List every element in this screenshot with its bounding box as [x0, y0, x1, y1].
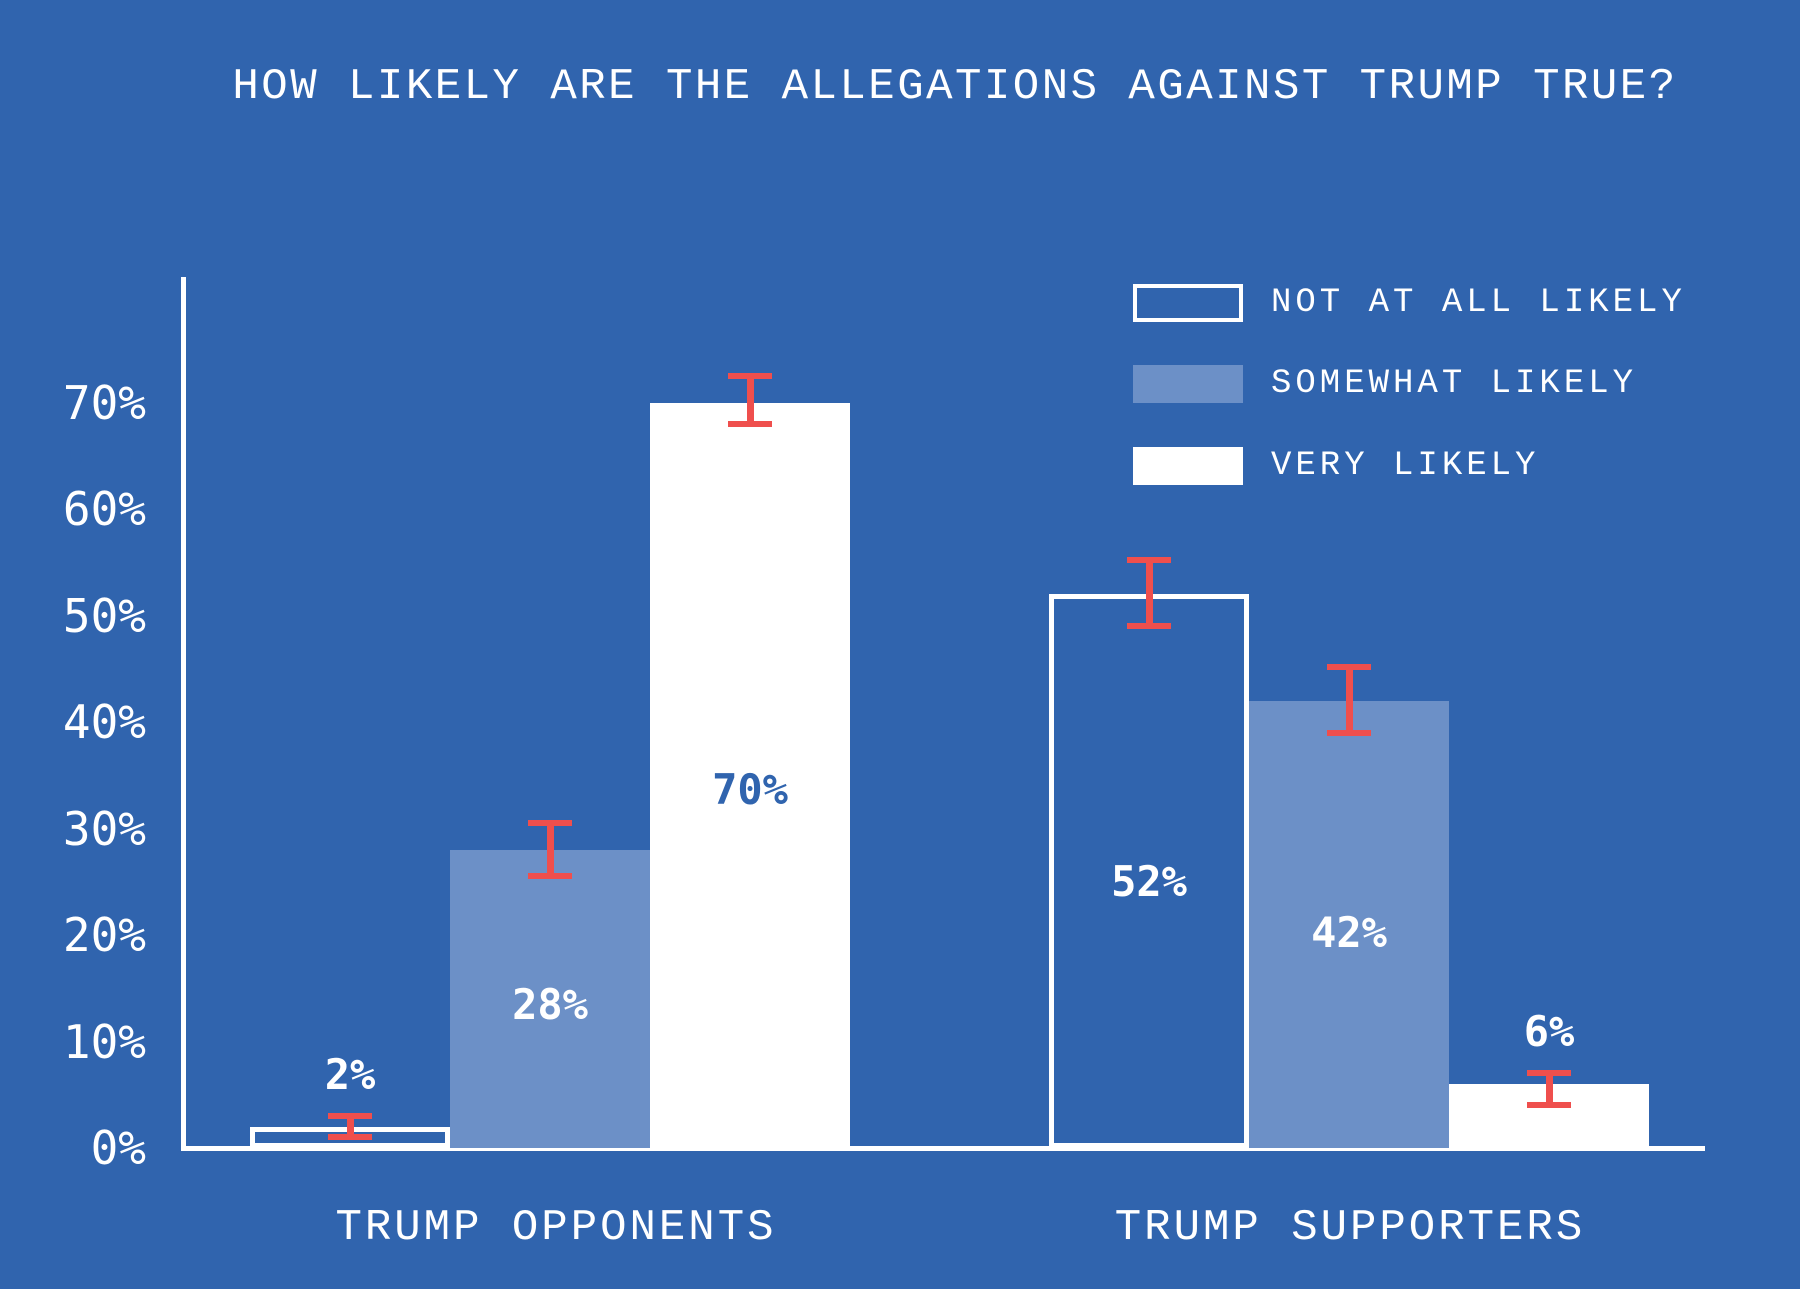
value-label-28%: 28% — [512, 979, 588, 1029]
y-tick-label-30%: 30% — [62, 801, 146, 856]
y-axis-line — [181, 277, 186, 1151]
value-label-42%: 42% — [1311, 908, 1387, 958]
value-label-6%: 6% — [1523, 1007, 1575, 1057]
error-bar-cap-bottom — [528, 873, 572, 880]
error-bar-line — [346, 1116, 354, 1138]
error-bar-cap-top — [1527, 1070, 1571, 1077]
x-axis-line — [181, 1146, 1705, 1151]
legend-label: SOMEWHAT LIKELY — [1271, 365, 1638, 403]
y-tick-label-20%: 20% — [62, 908, 146, 962]
error-bar-line — [1145, 560, 1153, 627]
y-tick-label-40%: 40% — [62, 695, 146, 749]
value-label-2%: 2% — [324, 1049, 376, 1099]
error-bar-cap-bottom — [1327, 729, 1371, 736]
error-bar-line — [1545, 1073, 1553, 1106]
value-label-52%: 52% — [1111, 857, 1187, 907]
legend-label: VERY LIKELY — [1271, 447, 1540, 485]
error-bar-cap-top — [728, 372, 772, 379]
error-bar-cap-bottom — [328, 1134, 372, 1141]
y-tick-label-60%: 60% — [62, 482, 146, 536]
error-bar-cap-bottom — [1527, 1102, 1571, 1109]
bar-somewhat-likely-1 — [450, 849, 650, 1148]
legend-label: NOT AT ALL LIKELY — [1271, 284, 1686, 322]
chart-title: HOW LIKELY ARE THE ALLEGATIONS AGAINST T… — [232, 62, 1678, 112]
error-bar-cap-bottom — [1127, 623, 1171, 630]
legend-swatch-white — [1133, 447, 1243, 485]
x-category-label-trump-supporters: TRUMP SUPPORTERS — [1114, 1203, 1586, 1253]
legend-row-not-at-all-likely: NOT AT ALL LIKELY — [1133, 284, 1686, 322]
error-bar-cap-top — [328, 1113, 372, 1120]
y-tick-label-0%: 0% — [90, 1121, 146, 1175]
legend-swatch-outline — [1133, 284, 1243, 322]
bar-somewhat-likely-2 — [1249, 700, 1449, 1148]
error-bar-line — [1345, 666, 1353, 733]
bar-very-likely-1 — [650, 402, 850, 1148]
error-bar-line — [746, 375, 754, 424]
error-bar-cap-bottom — [728, 420, 772, 427]
x-category-label-trump-opponents: TRUMP OPPONENTS — [335, 1203, 777, 1253]
legend-swatch-light-blue — [1133, 365, 1243, 403]
error-bar-line — [546, 823, 554, 877]
y-tick-label-50%: 50% — [62, 588, 146, 643]
y-tick-label-10%: 10% — [62, 1014, 146, 1069]
error-bar-cap-top — [528, 820, 572, 827]
legend-row-very-likely: VERY LIKELY — [1133, 447, 1539, 485]
y-tick-label-70%: 70% — [62, 375, 146, 430]
legend-row-somewhat-likely: SOMEWHAT LIKELY — [1133, 365, 1637, 403]
error-bar-cap-top — [1327, 663, 1371, 670]
error-bar-cap-top — [1127, 557, 1171, 564]
value-label-70%: 70% — [712, 765, 788, 815]
